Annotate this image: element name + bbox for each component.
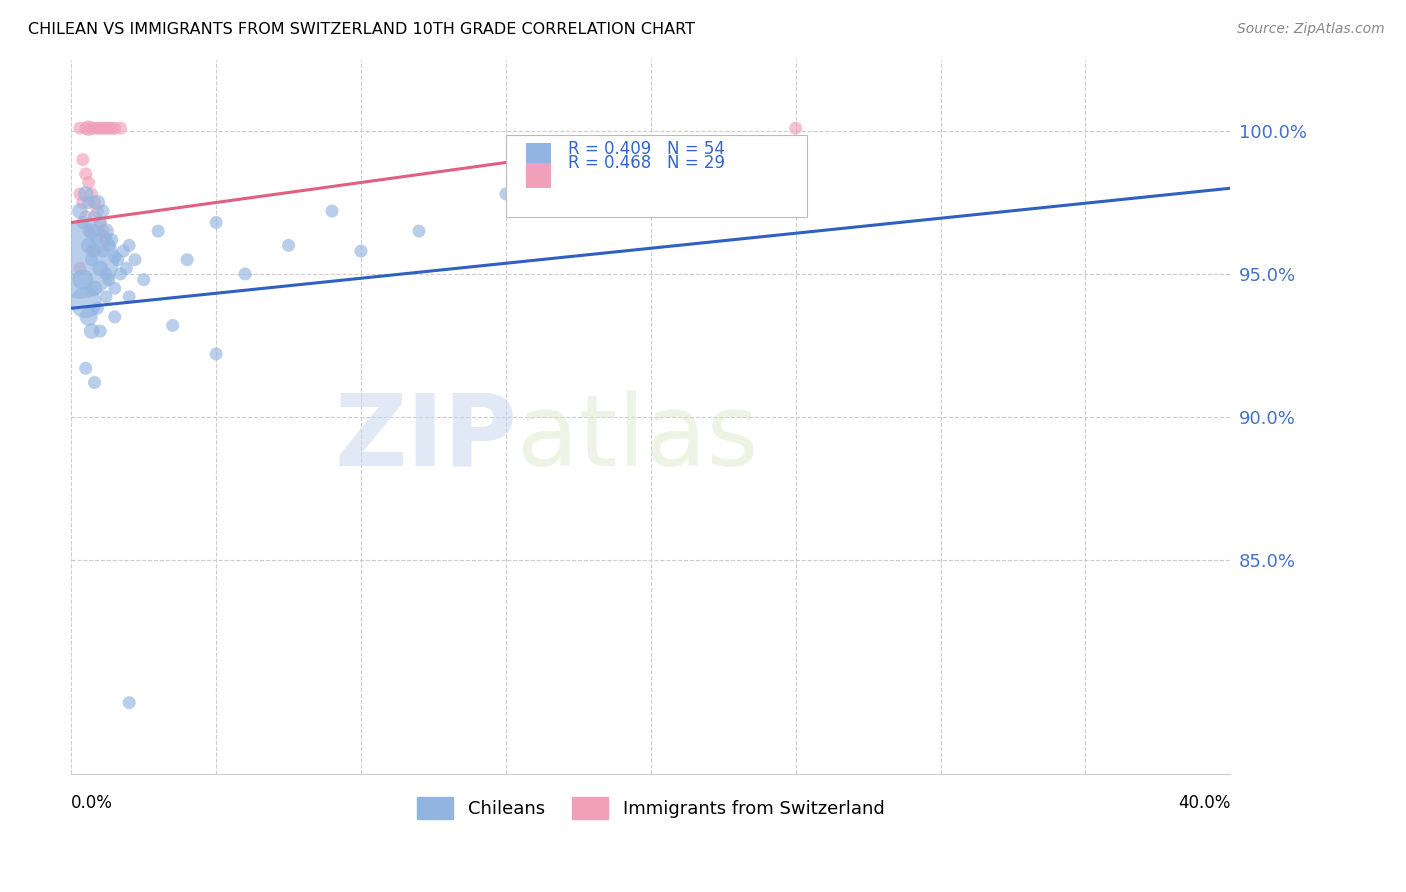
Point	[94, 267, 117, 281]
Point	[110, 267, 132, 281]
Point	[77, 238, 100, 252]
Point	[72, 153, 94, 167]
Point	[277, 238, 299, 252]
Point	[83, 121, 105, 136]
Point	[408, 224, 430, 238]
Point	[101, 233, 124, 247]
Point	[94, 233, 117, 247]
Point	[112, 244, 135, 258]
Point	[75, 121, 97, 136]
Point	[104, 310, 127, 324]
Point	[205, 215, 228, 229]
Point	[89, 261, 111, 276]
Point	[86, 195, 108, 210]
Point	[97, 273, 120, 287]
Point	[80, 121, 103, 136]
Point	[83, 281, 105, 295]
Text: ZIP: ZIP	[335, 390, 517, 487]
Point	[205, 347, 228, 361]
Point	[86, 301, 108, 316]
Point	[94, 121, 117, 136]
Point	[72, 195, 94, 210]
Point	[72, 273, 94, 287]
Point	[118, 290, 141, 304]
Point	[86, 233, 108, 247]
Point	[107, 252, 129, 267]
Point	[132, 273, 155, 287]
Point	[69, 252, 91, 267]
Point	[91, 224, 114, 238]
FancyBboxPatch shape	[526, 163, 551, 188]
Point	[176, 252, 198, 267]
Text: R = 0.468   N = 29: R = 0.468 N = 29	[568, 154, 725, 172]
Point	[77, 310, 100, 324]
Legend: Chileans, Immigrants from Switzerland: Chileans, Immigrants from Switzerland	[411, 789, 891, 826]
Point	[69, 261, 91, 276]
Point	[350, 244, 373, 258]
Point	[104, 250, 127, 264]
Point	[72, 215, 94, 229]
Point	[101, 121, 124, 136]
Point	[80, 324, 103, 338]
Point	[89, 215, 111, 229]
Point	[83, 195, 105, 210]
Point	[77, 224, 100, 238]
Point	[75, 295, 97, 310]
Point	[97, 238, 120, 252]
Point	[94, 224, 117, 238]
Point	[75, 186, 97, 201]
Point	[104, 281, 127, 295]
Point	[69, 186, 91, 201]
Text: atlas: atlas	[517, 390, 759, 487]
Point	[75, 210, 97, 224]
Point	[80, 224, 103, 238]
Point	[91, 121, 114, 136]
Point	[785, 121, 807, 136]
Point	[110, 121, 132, 136]
Point	[233, 267, 256, 281]
Point	[104, 121, 127, 136]
Point	[80, 244, 103, 258]
Point	[91, 244, 114, 258]
Point	[86, 204, 108, 219]
Text: 0.0%: 0.0%	[72, 794, 112, 812]
Point	[83, 244, 105, 258]
Point	[118, 238, 141, 252]
Point	[97, 121, 120, 136]
Text: Source: ZipAtlas.com: Source: ZipAtlas.com	[1237, 22, 1385, 37]
Point	[75, 361, 97, 376]
Point	[89, 215, 111, 229]
Point	[77, 195, 100, 210]
Point	[77, 176, 100, 190]
Point	[80, 252, 103, 267]
Point	[162, 318, 184, 333]
Point	[80, 186, 103, 201]
FancyBboxPatch shape	[506, 135, 807, 217]
Point	[321, 204, 343, 219]
Point	[94, 290, 117, 304]
Point	[83, 210, 105, 224]
Point	[89, 121, 111, 136]
Point	[89, 324, 111, 338]
Point	[77, 121, 100, 136]
Text: R = 0.409   N = 54: R = 0.409 N = 54	[568, 139, 725, 158]
FancyBboxPatch shape	[526, 144, 551, 169]
Point	[118, 696, 141, 710]
Point	[75, 167, 97, 181]
Text: 40.0%: 40.0%	[1178, 794, 1230, 812]
Point	[146, 224, 169, 238]
Point	[124, 252, 146, 267]
Text: CHILEAN VS IMMIGRANTS FROM SWITZERLAND 10TH GRADE CORRELATION CHART: CHILEAN VS IMMIGRANTS FROM SWITZERLAND 1…	[28, 22, 695, 37]
Point	[86, 121, 108, 136]
Point	[83, 376, 105, 390]
Point	[69, 121, 91, 136]
Point	[91, 204, 114, 219]
Point	[69, 204, 91, 219]
Point	[495, 186, 517, 201]
Point	[115, 261, 138, 276]
